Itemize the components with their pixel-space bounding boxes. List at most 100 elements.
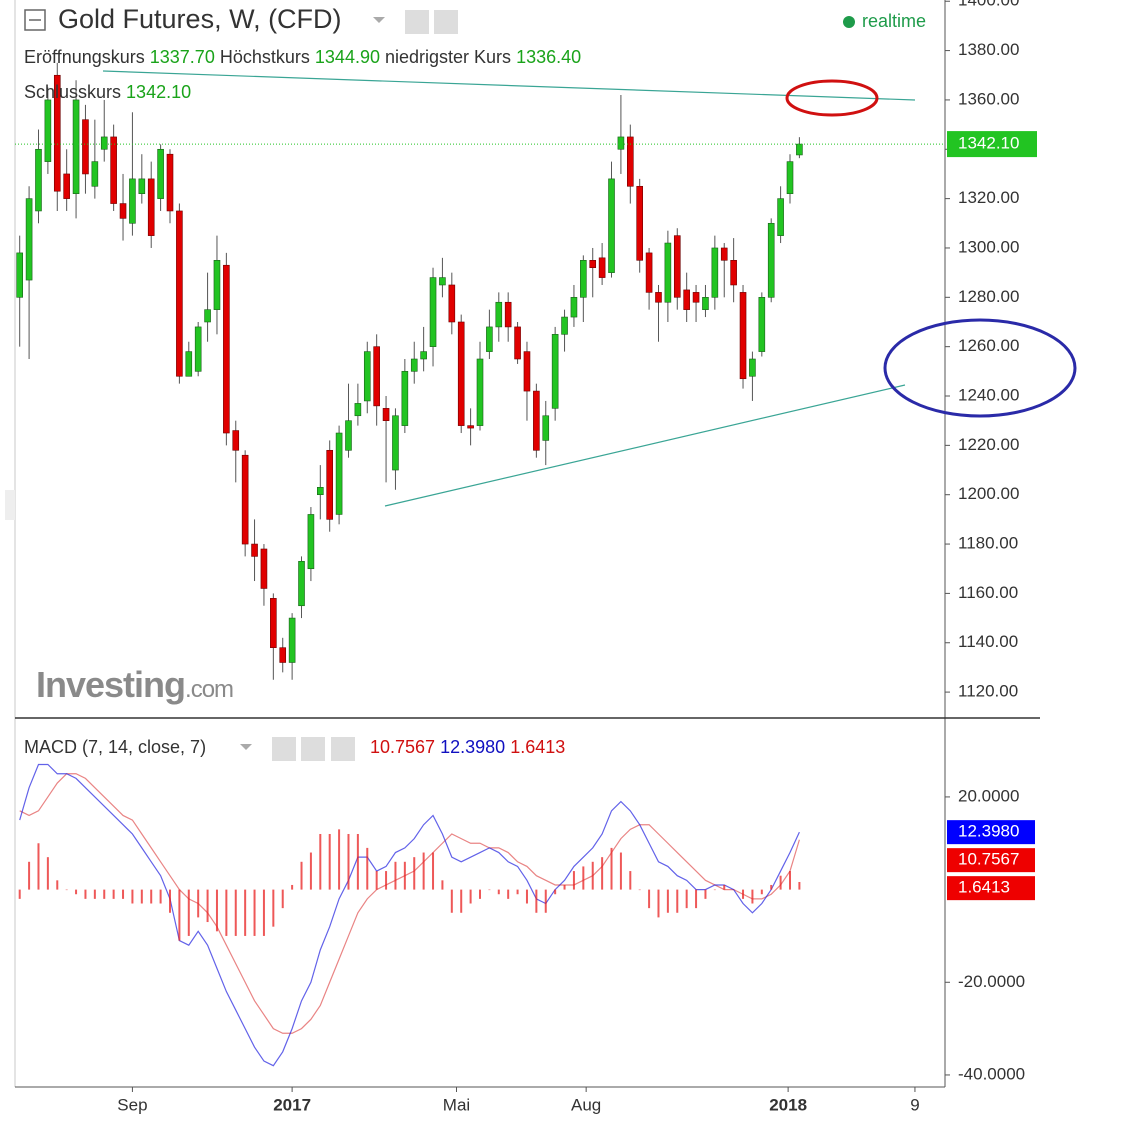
eye-icon[interactable] [405, 10, 429, 34]
candle-body [786, 161, 794, 194]
candle-body [298, 561, 305, 607]
x-tick-label: Aug [571, 1095, 601, 1114]
candle-body [777, 198, 784, 236]
legend-value: 1337.70 [149, 47, 215, 67]
histogram-bar [450, 889, 453, 913]
candle-body [570, 297, 578, 318]
histogram-bar [535, 889, 538, 913]
histogram-bar [206, 889, 209, 923]
histogram-bar [46, 857, 49, 890]
dropdown-caret[interactable] [240, 744, 252, 750]
collapse-icon[interactable] [24, 9, 46, 31]
value-badge [947, 876, 1035, 901]
histogram-bar [591, 861, 594, 890]
x-tick-label: 2018 [769, 1095, 807, 1114]
candle-body [439, 277, 446, 286]
candle-body [664, 242, 672, 303]
legend-name: Eröffnungskurs [24, 47, 145, 67]
histogram-bar [291, 884, 294, 890]
price-pane: 1120.00 1140.00 1160.00 1180.00 1200.00 1220.… [15, 0, 1037, 701]
candle-body [53, 74, 61, 192]
candle-body [260, 548, 268, 589]
status-dot [843, 16, 855, 28]
y-tick-label: 1140.00 [958, 632, 1018, 651]
histogram-bar [601, 857, 604, 890]
candle-body [523, 351, 531, 392]
histogram-bar [798, 881, 801, 890]
histogram-bar [760, 889, 763, 895]
candle-body [279, 647, 287, 663]
scroll-handle[interactable] [5, 490, 15, 520]
eye-icon[interactable] [272, 737, 296, 761]
settings-icon[interactable] [301, 737, 325, 761]
candle-body [467, 425, 474, 429]
y-tick-label: 20.0000 [958, 786, 1019, 805]
histogram-bar [112, 889, 115, 899]
histogram-bar [582, 866, 585, 890]
value-badge-label: 10.7567 [958, 850, 1019, 869]
histogram-bar [563, 884, 566, 890]
value-badge-label: 1.6413 [958, 878, 1010, 897]
candle-body [138, 178, 146, 194]
candle-body [63, 173, 70, 199]
histogram-bar [742, 889, 745, 899]
histogram-bar [131, 889, 134, 904]
histogram-bar [695, 889, 698, 909]
histogram-bar [159, 889, 162, 904]
histogram-bar [366, 847, 369, 890]
candle-body [129, 178, 136, 224]
candle-body [100, 136, 108, 150]
histogram-bar [403, 861, 406, 890]
histogram-bar [375, 871, 378, 890]
histogram-bar [178, 889, 181, 941]
candle-body [457, 321, 465, 426]
watermark: Investing.com [36, 664, 234, 706]
legend-name: Höchstkurs [219, 47, 310, 67]
histogram-bar [460, 889, 463, 913]
histogram-bar [572, 871, 575, 890]
candle-body [486, 326, 493, 352]
histogram-bar [525, 889, 528, 904]
candle-body [194, 326, 202, 372]
candle-body [166, 153, 174, 212]
histogram-bar [140, 889, 143, 904]
watermark-suffix: .com [185, 676, 234, 703]
legend-name: niedrigster Kurs [385, 47, 512, 67]
histogram-bar [65, 889, 68, 891]
histogram-bar [394, 861, 397, 890]
settings-icon[interactable] [434, 10, 458, 34]
histogram-bar [488, 889, 491, 891]
y-tick-label: 1380.00 [958, 40, 1019, 59]
histogram-bar [610, 847, 613, 890]
y-tick-label: 1320.00 [958, 188, 1019, 207]
candle-body [627, 136, 634, 187]
histogram-bar [281, 889, 284, 909]
histogram-bar [497, 889, 500, 895]
y-tick-label: -20.0000 [958, 972, 1025, 991]
candle-body [82, 119, 89, 175]
histogram-bar [262, 889, 265, 936]
close-icon[interactable] [331, 737, 355, 761]
macd-legend: MACD (7, 14, close, 7) [24, 737, 206, 758]
candle-body [147, 178, 155, 236]
macd-pane: 20.0000 -20.0000 -40.0000 Sep 2017 Mai Aug 2018… [18, 763, 1035, 1114]
candle-body [204, 309, 211, 323]
candle-body [185, 351, 193, 377]
candle-body [410, 358, 418, 372]
histogram-bar [789, 871, 791, 890]
candle-body [213, 260, 221, 310]
candle-body [495, 301, 503, 328]
dropdown-caret[interactable] [373, 17, 385, 23]
histogram-bar [516, 889, 519, 895]
macd-value: 1.6413 [510, 737, 566, 757]
legend-name: Schlusskurs [24, 82, 122, 102]
candle-body [110, 136, 117, 204]
y-tick-label: 1220.00 [958, 435, 1019, 454]
macd-line [19, 763, 800, 1067]
histogram-bar [215, 889, 218, 932]
macd-values: 10.7567 12.3980 1.6413 [370, 737, 565, 758]
histogram-bar [56, 880, 59, 890]
candle-body [514, 326, 521, 360]
histogram-bar [93, 889, 96, 899]
